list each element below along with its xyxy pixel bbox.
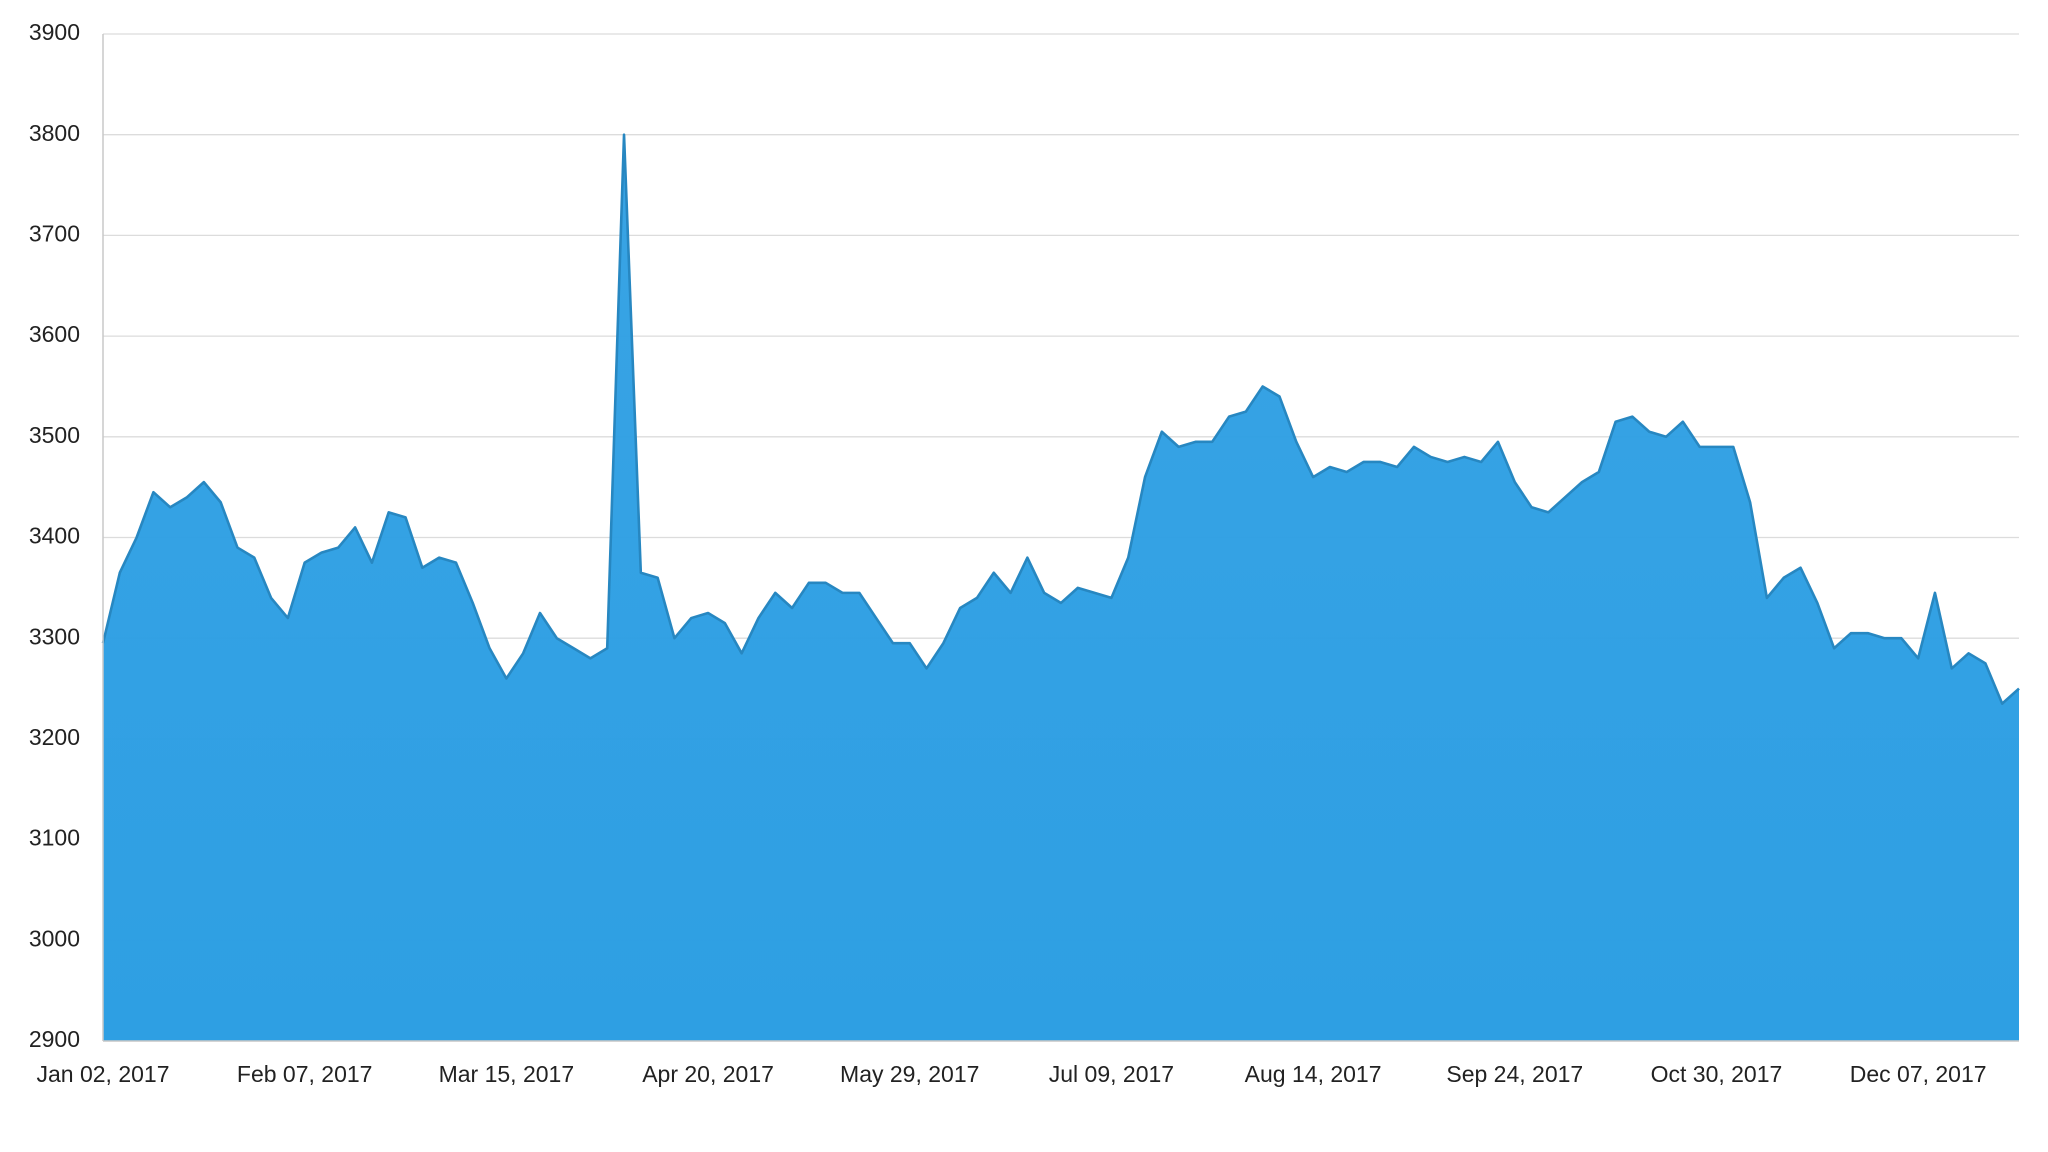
x-tick-label: May 29, 2017 [840, 1061, 979, 1087]
y-tick-label: 3300 [29, 623, 80, 649]
x-tick-label: Aug 14, 2017 [1245, 1061, 1382, 1087]
y-tick-label: 3600 [29, 321, 80, 347]
y-tick-label: 3400 [29, 523, 80, 549]
x-tick-label: Dec 07, 2017 [1850, 1061, 1987, 1087]
x-tick-label: Jul 09, 2017 [1049, 1061, 1174, 1087]
y-tick-label: 3900 [29, 19, 80, 45]
x-tick-label: Apr 20, 2017 [642, 1061, 774, 1087]
y-tick-label: 3800 [29, 120, 80, 146]
y-tick-label: 3700 [29, 220, 80, 246]
x-tick-label: Feb 07, 2017 [237, 1061, 373, 1087]
y-tick-label: 2900 [29, 1026, 80, 1052]
x-tick-label: Mar 15, 2017 [439, 1061, 575, 1087]
y-tick-label: 3500 [29, 422, 80, 448]
x-tick-label: Sep 24, 2017 [1446, 1061, 1583, 1087]
x-tick-label: Oct 30, 2017 [1651, 1061, 1783, 1087]
y-tick-label: 3100 [29, 825, 80, 851]
area-line [101, 133, 2020, 705]
y-tick-label: 3200 [29, 724, 80, 750]
y-tick-label: 3000 [29, 925, 80, 951]
area-fill [103, 134, 2019, 1041]
x-tick-label: Jan 02, 2017 [36, 1061, 169, 1087]
